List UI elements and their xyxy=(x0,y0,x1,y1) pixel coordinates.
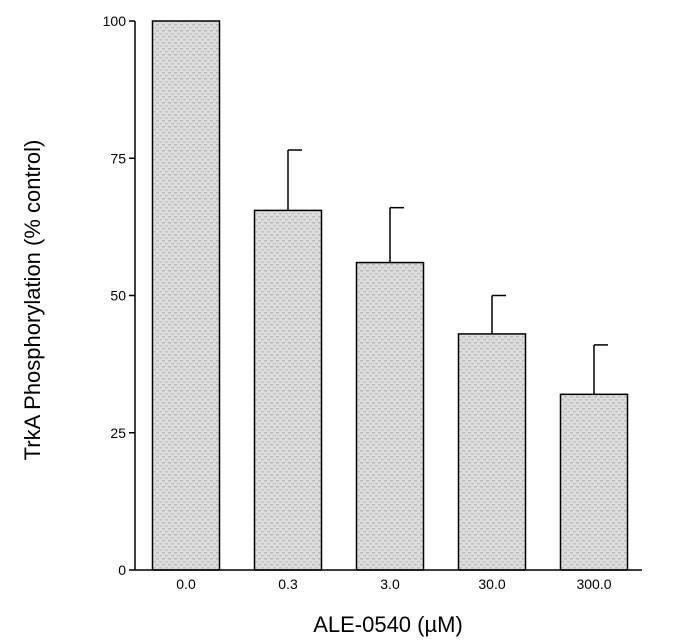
y-axis-title: TrkA Phosphorylation (% control) xyxy=(20,140,45,461)
x-tick-label: 0.0 xyxy=(176,576,196,592)
bar-3 xyxy=(457,333,527,571)
y-tick-label: 75 xyxy=(110,150,126,166)
y-ticks-group: 0 25 50 75 100 xyxy=(103,13,135,578)
y-tick-label: 50 xyxy=(110,288,126,304)
bar-0 xyxy=(151,20,221,571)
bars-group xyxy=(151,20,629,571)
y-tick-label: 100 xyxy=(103,13,127,29)
bar-4 xyxy=(559,393,629,571)
x-axis-title: ALE-0540 (µM) xyxy=(313,612,463,637)
x-tick-label: 0.3 xyxy=(278,576,298,592)
x-tick-label: 300.0 xyxy=(576,576,611,592)
x-tick-label: 3.0 xyxy=(380,576,400,592)
y-tick-label: 0 xyxy=(118,562,126,578)
x-ticks-group: 0.0 0.3 3.0 30.0 300.0 xyxy=(176,576,611,592)
bar-2 xyxy=(355,261,425,571)
x-tick-label: 30.0 xyxy=(478,576,505,592)
y-tick-label: 25 xyxy=(110,425,126,441)
error-bars-group xyxy=(287,149,608,395)
bar-1 xyxy=(253,209,323,571)
